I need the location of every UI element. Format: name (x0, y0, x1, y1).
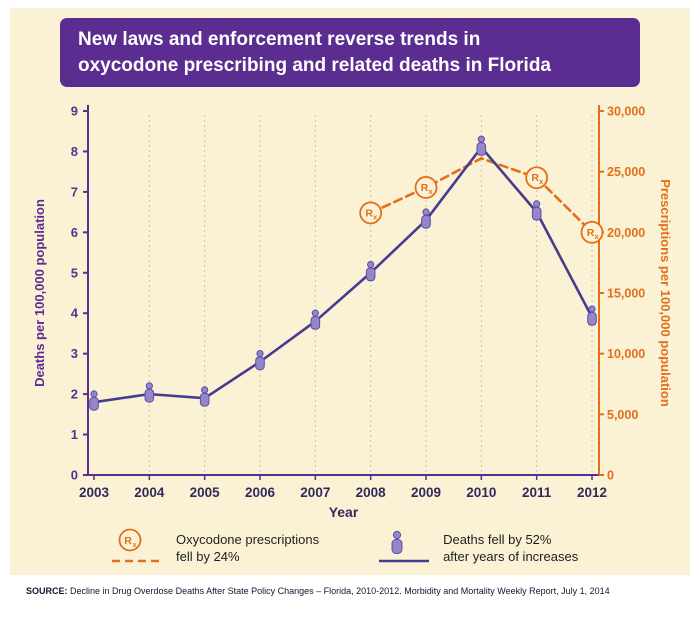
legend-deaths-line2: after years of increases (443, 549, 579, 565)
source-citation: SOURCE: Decline in Drug Overdose Deaths … (0, 575, 700, 596)
svg-text:25,000: 25,000 (607, 165, 645, 179)
legend-item-deaths: Deaths fell by 52% after years of increa… (377, 527, 578, 569)
svg-text:R: R (421, 182, 429, 194)
source-text: Decline in Drug Overdose Deaths After St… (67, 586, 610, 597)
svg-text:R: R (587, 227, 595, 239)
title-banner: New laws and enforcement reverse trends … (60, 18, 640, 88)
legend-text-prescriptions: Oxycodone prescriptions fell by 24% (176, 527, 319, 566)
svg-text:15,000: 15,000 (607, 287, 645, 301)
svg-text:0: 0 (71, 468, 78, 483)
svg-text:Prescriptions per 100,000 popu: Prescriptions per 100,000 population (658, 179, 673, 407)
svg-text:2009: 2009 (411, 485, 441, 500)
svg-text:2008: 2008 (356, 485, 387, 500)
svg-text:2011: 2011 (522, 485, 552, 500)
rx-legend-icon: R x (112, 528, 162, 563)
svg-text:8: 8 (71, 144, 78, 159)
svg-text:x: x (429, 187, 434, 196)
page-title-line1: New laws and enforcement reverse trends … (78, 29, 481, 50)
legend: R x Oxycodone prescriptions fell by 24% … (110, 527, 690, 569)
svg-text:3: 3 (71, 346, 78, 361)
page-title-line2: oxycodone prescribing and related deaths… (78, 54, 551, 76)
chart-canvas: 0 1 2 3 4 5 6 7 8 9 0 5,000 10,000 15,000 20,000 25,000… (32, 104, 673, 521)
svg-text:Deaths per 100,000 population: Deaths per 100,000 population (32, 199, 47, 387)
svg-text:R: R (124, 535, 132, 547)
svg-text:20,000: 20,000 (607, 226, 645, 240)
svg-text:1: 1 (71, 427, 78, 442)
svg-text:R: R (531, 173, 539, 185)
svg-text:5: 5 (71, 266, 78, 281)
svg-text:6: 6 (71, 225, 78, 240)
svg-text:2003: 2003 (79, 485, 110, 500)
svg-text:30,000: 30,000 (607, 105, 645, 119)
legend-prescriptions-line2: fell by 24% (176, 549, 240, 565)
person-legend-icon (379, 531, 430, 563)
infographic-card: New laws and enforcement reverse trends … (10, 8, 690, 576)
svg-text:x: x (595, 232, 600, 241)
svg-text:Year: Year (329, 504, 359, 520)
svg-text:2006: 2006 (245, 485, 276, 500)
svg-text:9: 9 (71, 104, 78, 119)
source-label: SOURCE: (26, 586, 68, 597)
svg-text:2007: 2007 (300, 485, 330, 500)
legend-prescriptions-line1: Oxycodone prescriptions (176, 532, 320, 548)
svg-text:x: x (373, 213, 378, 222)
legend-deaths-line1: Deaths fell by 52% (443, 532, 552, 548)
legend-item-prescriptions: R x Oxycodone prescriptions fell by 24% (110, 527, 319, 569)
svg-text:x: x (133, 540, 138, 549)
svg-text:5,000: 5,000 (607, 408, 638, 422)
svg-text:2: 2 (71, 387, 78, 402)
svg-text:2004: 2004 (134, 485, 165, 500)
svg-text:4: 4 (71, 306, 79, 321)
svg-text:x: x (539, 178, 544, 187)
svg-text:10,000: 10,000 (607, 347, 645, 361)
svg-text:2012: 2012 (577, 485, 607, 500)
svg-text:R: R (365, 208, 373, 220)
svg-text:7: 7 (71, 185, 78, 200)
legend-text-deaths: Deaths fell by 52% after years of increa… (443, 527, 578, 566)
svg-text:0: 0 (607, 469, 614, 483)
svg-text:2010: 2010 (466, 485, 496, 500)
svg-text:2005: 2005 (190, 485, 221, 500)
